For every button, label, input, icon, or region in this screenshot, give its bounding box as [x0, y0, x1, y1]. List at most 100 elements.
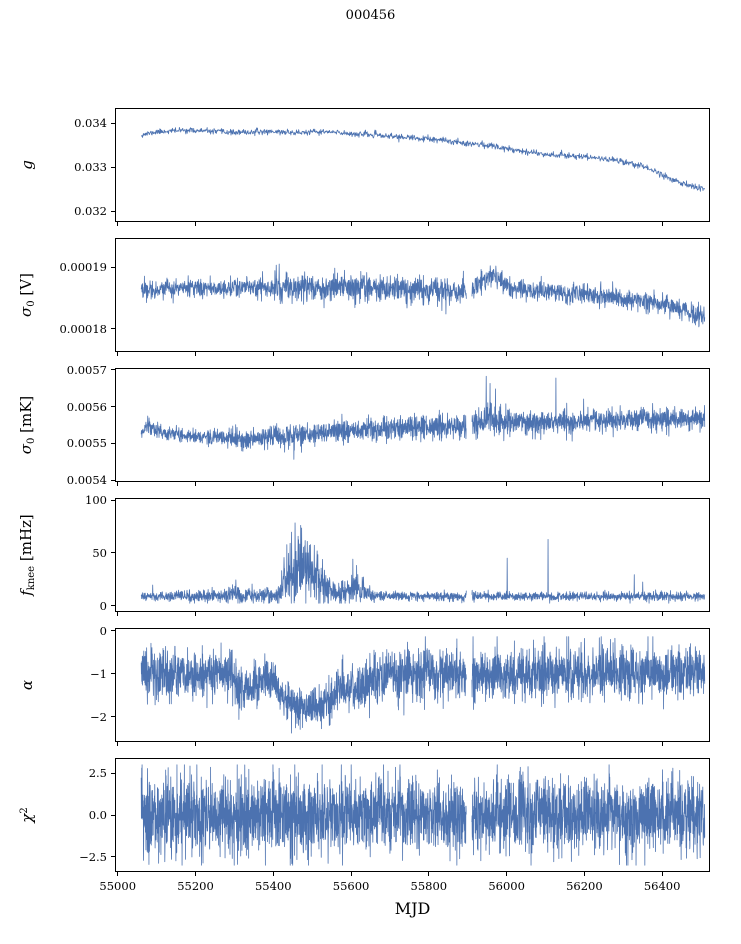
y-axis-label-alpha: α	[18, 680, 36, 690]
panel-fknee: fknee [mHz] 100 50 0	[0, 493, 741, 616]
y-tick-label: 0.032	[74, 204, 107, 219]
x-tick-label: 56000	[488, 879, 525, 893]
x-tick-mark	[661, 482, 663, 486]
x-tick-mark	[272, 352, 274, 356]
x-tick-mark	[583, 352, 585, 356]
series-canvas-chi2	[116, 759, 709, 871]
x-tick-mark	[583, 482, 585, 486]
x-tick-mark	[272, 742, 274, 746]
y-tick-mark	[111, 673, 115, 675]
y-tick-mark	[111, 442, 115, 444]
y-tick-mark	[111, 122, 115, 124]
x-tick-mark	[506, 872, 508, 876]
x-tick-mark	[195, 742, 196, 746]
x-tick-mark	[195, 612, 196, 616]
y-axis-label-part: f	[17, 590, 35, 596]
x-tick-mark	[117, 352, 119, 356]
y-tick-label: 0.0056	[66, 399, 107, 414]
y-tick-label: −2.5	[79, 849, 107, 864]
x-tick-mark	[117, 872, 119, 876]
x-tick-mark	[272, 222, 274, 226]
x-tick-mark	[272, 612, 274, 616]
x-tick-mark	[117, 482, 119, 486]
x-tick-mark	[117, 612, 119, 616]
x-tick-mark	[428, 872, 430, 876]
x-tick-label: 55400	[254, 879, 292, 893]
x-tick-mark	[117, 222, 119, 226]
panel-g: g 0.034 0.033 0.032	[0, 108, 741, 226]
x-tick-mark	[583, 612, 585, 616]
y-axis-label-part: knee	[26, 565, 37, 591]
y-axis-label-part: α	[18, 679, 36, 691]
panel-sigma0-V: σ0 [V] 0.00019 0.00018	[0, 238, 741, 356]
y-tick-mark	[111, 406, 115, 408]
y-tick-mark	[111, 605, 115, 607]
plot-area-g	[115, 108, 710, 222]
y-tick-mark	[111, 210, 115, 212]
x-tick-mark	[350, 872, 352, 876]
y-tick-label: 0	[99, 623, 107, 638]
x-tick-mark	[350, 612, 352, 616]
x-tick-mark	[195, 352, 196, 356]
x-tick-mark	[428, 222, 430, 226]
x-tick-mark	[117, 742, 119, 746]
y-tick-label: 0.00018	[59, 321, 107, 336]
y-tick-label: 0	[99, 598, 107, 613]
y-tick-label: 50	[92, 545, 107, 560]
x-tick-mark	[428, 482, 430, 486]
x-tick-label: 55600	[332, 879, 370, 893]
x-tick-mark	[583, 742, 585, 746]
x-tick-mark	[350, 222, 352, 226]
panel-alpha: α 0 −1 −2	[0, 624, 741, 746]
y-tick-label: 0.033	[74, 160, 107, 175]
y-tick-mark	[111, 772, 115, 774]
y-tick-mark	[111, 328, 115, 330]
x-axis-label: MJD	[394, 899, 431, 918]
x-tick-mark	[661, 612, 663, 616]
y-tick-mark	[111, 814, 115, 816]
y-tick-mark	[111, 856, 115, 858]
y-tick-mark	[111, 266, 115, 268]
series-canvas-fknee	[116, 499, 709, 611]
x-tick-label: 55200	[177, 879, 214, 893]
plot-area-alpha	[115, 628, 710, 742]
x-tick-mark	[583, 872, 585, 876]
y-tick-label: 100	[85, 493, 107, 508]
y-tick-mark	[111, 479, 115, 481]
y-tick-label: 2.5	[88, 766, 107, 781]
y-tick-label: 0.00019	[59, 260, 107, 275]
y-tick-mark	[111, 499, 115, 501]
x-tick-mark	[350, 352, 352, 356]
x-tick-mark	[506, 612, 508, 616]
x-tick-mark	[195, 482, 196, 486]
y-tick-mark	[111, 166, 115, 168]
y-tick-label: 0.0055	[66, 436, 107, 451]
x-tick-mark	[428, 352, 430, 356]
x-tick-mark	[195, 222, 196, 226]
x-tick-mark	[661, 872, 663, 876]
x-tick-mark	[272, 872, 274, 876]
x-tick-label: 56200	[566, 879, 603, 893]
x-tick-mark	[661, 742, 663, 746]
x-tick-mark	[506, 222, 508, 226]
plot-area-chi2	[115, 758, 710, 872]
chart-title: 000456	[345, 8, 396, 23]
x-tick-label: 56400	[643, 879, 681, 893]
x-tick-mark	[661, 222, 663, 226]
y-tick-label: 0.0054	[66, 473, 107, 488]
panel-sigma0-mK: σ0 [mK] 0.0057 0.0056 0.0055 0.0054	[0, 363, 741, 487]
x-tick-mark	[350, 742, 352, 746]
x-tick-mark	[350, 482, 352, 486]
x-tick-mark	[272, 482, 274, 486]
y-axis-label-sigma0-V: σ0 [V]	[17, 273, 37, 317]
y-axis-label-part: 0	[26, 300, 37, 307]
y-tick-label: −1	[90, 666, 107, 681]
y-tick-mark	[111, 369, 115, 371]
x-tick-mark	[195, 872, 196, 876]
y-tick-label: −2	[90, 709, 107, 724]
y-axis-label-part: σ	[17, 306, 35, 317]
series-canvas-g	[116, 109, 709, 221]
plot-area-sigma0-V	[115, 238, 710, 352]
series-canvas-sigma0-mK	[116, 369, 709, 481]
